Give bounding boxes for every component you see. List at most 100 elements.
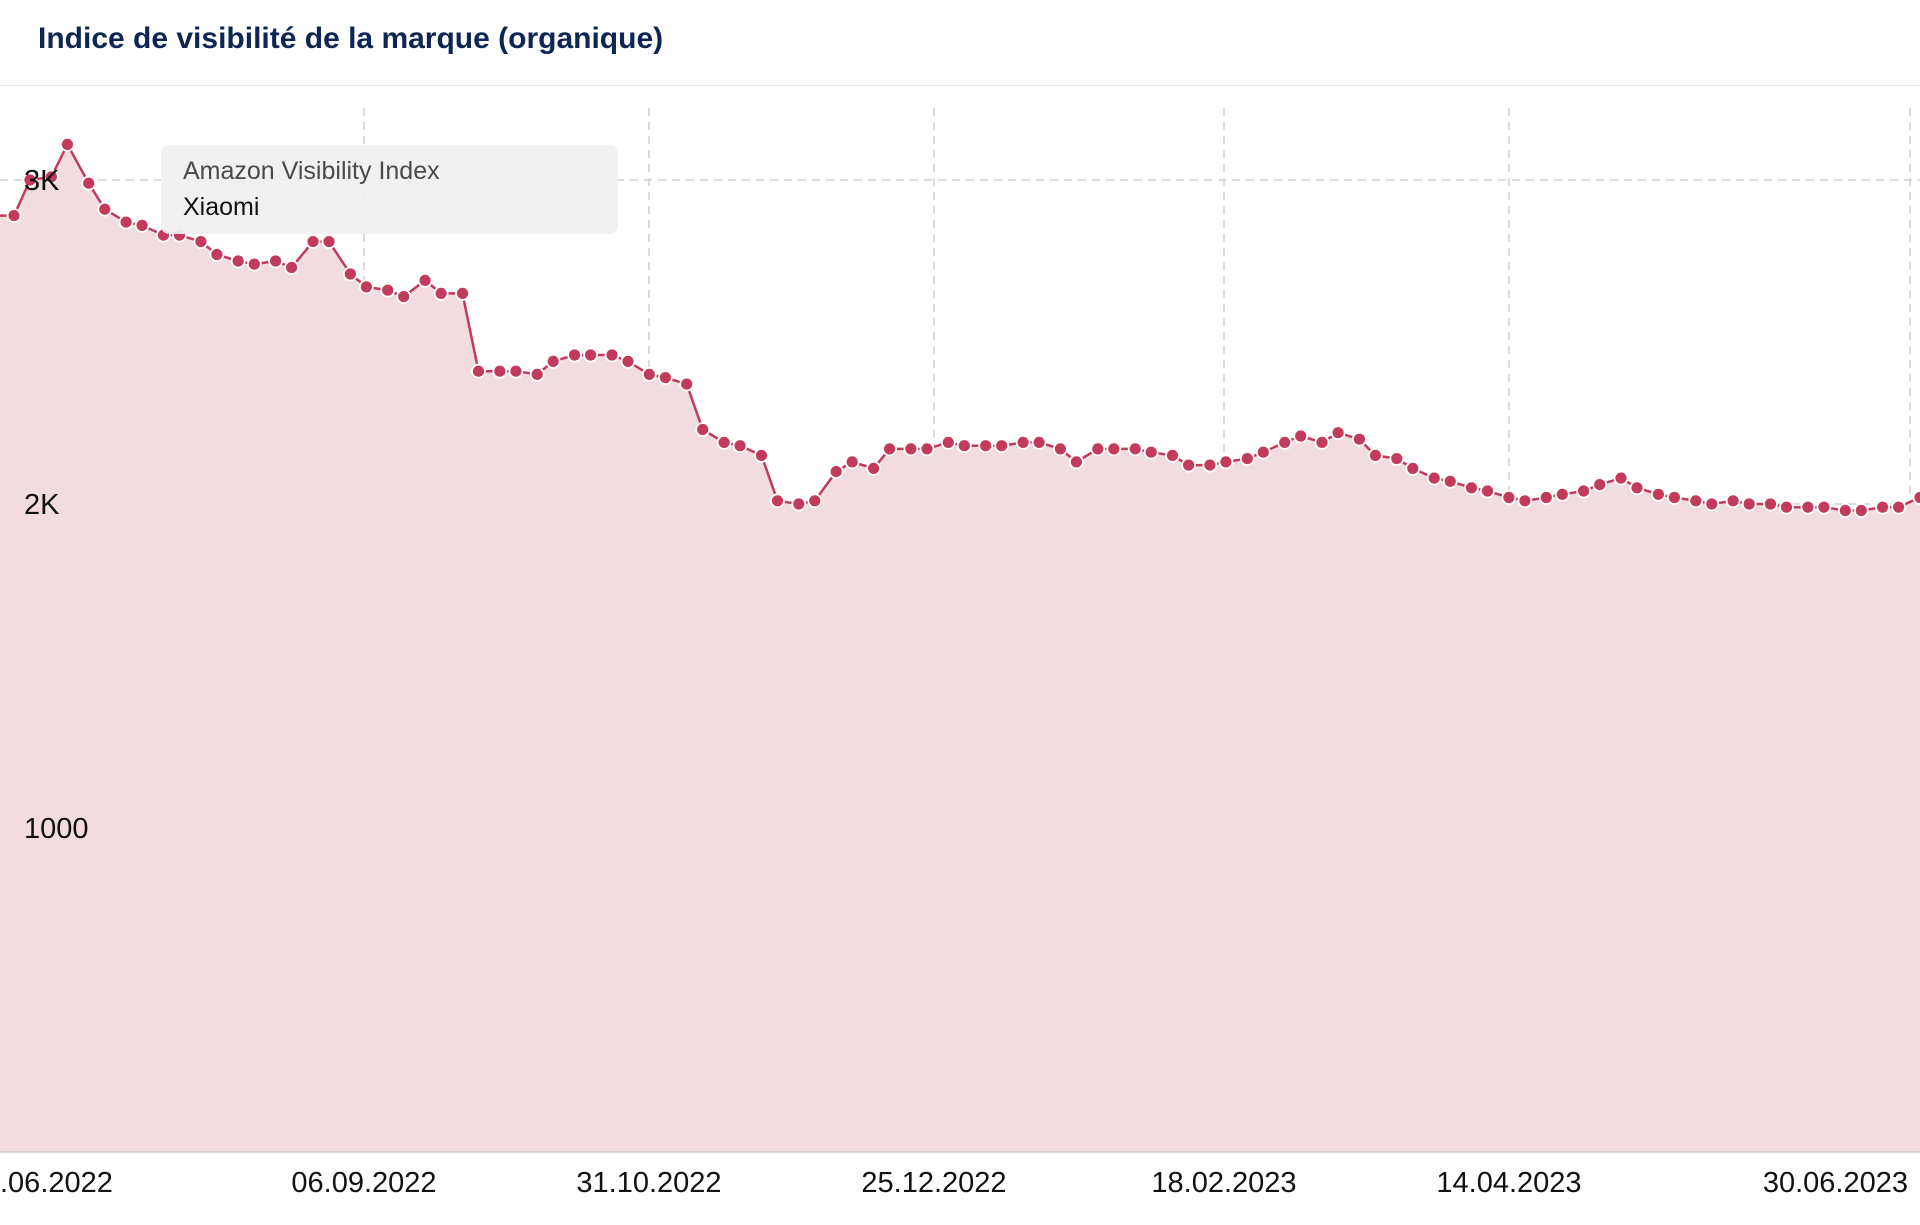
data-point[interactable] — [1293, 428, 1309, 444]
data-point[interactable] — [1165, 447, 1180, 463]
data-point[interactable] — [754, 447, 769, 463]
data-point[interactable] — [358, 279, 374, 295]
data-point[interactable] — [529, 366, 545, 382]
data-point[interactable] — [1405, 460, 1421, 476]
data-point[interactable] — [134, 217, 150, 233]
data-point[interactable] — [770, 493, 785, 509]
data-point[interactable] — [679, 376, 695, 392]
data-point[interactable] — [1426, 470, 1442, 486]
data-point[interactable] — [807, 493, 823, 509]
data-point[interactable] — [940, 434, 956, 450]
data-point[interactable] — [417, 272, 433, 288]
data-point[interactable] — [1464, 480, 1479, 496]
data-point[interactable] — [1031, 434, 1047, 450]
data-point[interactable] — [1816, 499, 1832, 515]
data-point[interactable] — [1069, 454, 1084, 470]
data-point[interactable] — [209, 247, 225, 262]
data-point[interactable] — [305, 234, 321, 250]
data-point[interactable] — [433, 285, 449, 301]
data-point[interactable] — [1480, 483, 1495, 499]
data-point[interactable] — [919, 441, 935, 457]
data-point[interactable] — [1538, 490, 1554, 505]
data-point[interactable] — [1127, 441, 1143, 457]
data-point[interactable] — [844, 454, 860, 470]
data-point[interactable] — [1053, 441, 1068, 457]
data-point[interactable] — [1218, 454, 1234, 470]
data-point[interactable] — [828, 464, 844, 480]
data-point[interactable] — [1314, 434, 1330, 450]
data-point[interactable] — [268, 253, 284, 269]
data-point[interactable] — [471, 363, 486, 379]
data-point[interactable] — [620, 353, 636, 369]
data-point[interactable] — [60, 137, 75, 152]
data-point[interactable] — [978, 438, 994, 454]
data-point[interactable] — [1891, 499, 1906, 515]
data-point[interactable] — [6, 208, 22, 224]
data-point[interactable] — [732, 438, 748, 454]
data-point[interactable] — [1576, 483, 1591, 499]
data-point[interactable] — [342, 266, 358, 282]
data-point[interactable] — [1725, 493, 1741, 509]
data-point[interactable] — [1368, 447, 1383, 463]
data-point[interactable] — [492, 363, 508, 379]
data-point[interactable] — [1912, 490, 1920, 505]
data-point[interactable] — [1592, 477, 1608, 493]
data-point[interactable] — [1501, 490, 1517, 505]
data-point[interactable] — [1651, 486, 1666, 502]
data-point[interactable] — [658, 370, 673, 386]
data-point[interactable] — [716, 434, 732, 450]
data-point[interactable] — [903, 441, 919, 457]
data-point[interactable] — [1629, 480, 1645, 496]
data-point[interactable] — [956, 438, 972, 454]
data-point[interactable] — [1255, 444, 1271, 460]
data-point[interactable] — [1667, 490, 1682, 505]
data-point[interactable] — [866, 460, 881, 476]
data-point[interactable] — [118, 214, 134, 230]
data-point[interactable] — [1853, 503, 1869, 518]
data-point[interactable] — [1143, 444, 1159, 460]
data-point[interactable] — [1704, 496, 1720, 512]
data-point[interactable] — [583, 347, 598, 363]
data-point[interactable] — [246, 256, 262, 272]
data-point[interactable] — [1015, 434, 1031, 450]
data-point[interactable] — [380, 282, 396, 298]
data-point[interactable] — [1277, 434, 1293, 450]
data-point[interactable] — [284, 260, 300, 275]
data-point[interactable] — [396, 289, 412, 305]
data-point[interactable] — [1613, 470, 1629, 486]
data-point[interactable] — [455, 285, 470, 301]
data-point[interactable] — [1554, 486, 1570, 502]
data-point[interactable] — [1763, 496, 1778, 512]
data-point[interactable] — [1352, 431, 1367, 447]
data-point[interactable] — [22, 172, 38, 188]
data-point[interactable] — [1330, 425, 1346, 441]
data-point[interactable] — [1090, 441, 1106, 457]
data-point[interactable] — [1106, 441, 1122, 457]
data-point[interactable] — [567, 347, 582, 363]
data-point[interactable] — [994, 438, 1010, 454]
data-point[interactable] — [1688, 493, 1704, 509]
data-point[interactable] — [193, 234, 209, 250]
data-point[interactable] — [641, 366, 657, 382]
data-point[interactable] — [81, 175, 97, 191]
data-point[interactable] — [1517, 493, 1533, 509]
data-point[interactable] — [97, 201, 113, 217]
data-point[interactable] — [1837, 503, 1853, 518]
data-point[interactable] — [1389, 451, 1405, 467]
data-point[interactable] — [1442, 473, 1458, 489]
data-point[interactable] — [321, 234, 337, 250]
data-point[interactable] — [1202, 457, 1218, 473]
data-point[interactable] — [1741, 496, 1757, 512]
data-point[interactable] — [508, 363, 524, 379]
data-point[interactable] — [604, 347, 620, 363]
data-point[interactable] — [1800, 499, 1816, 515]
data-point[interactable] — [1875, 499, 1890, 515]
data-point[interactable] — [1239, 451, 1255, 467]
data-point[interactable] — [882, 441, 897, 457]
data-point[interactable] — [1181, 457, 1196, 473]
data-point[interactable] — [230, 253, 246, 269]
data-point[interactable] — [791, 496, 807, 512]
data-point[interactable] — [44, 169, 59, 185]
data-point[interactable] — [695, 422, 711, 437]
data-point[interactable] — [545, 353, 561, 369]
